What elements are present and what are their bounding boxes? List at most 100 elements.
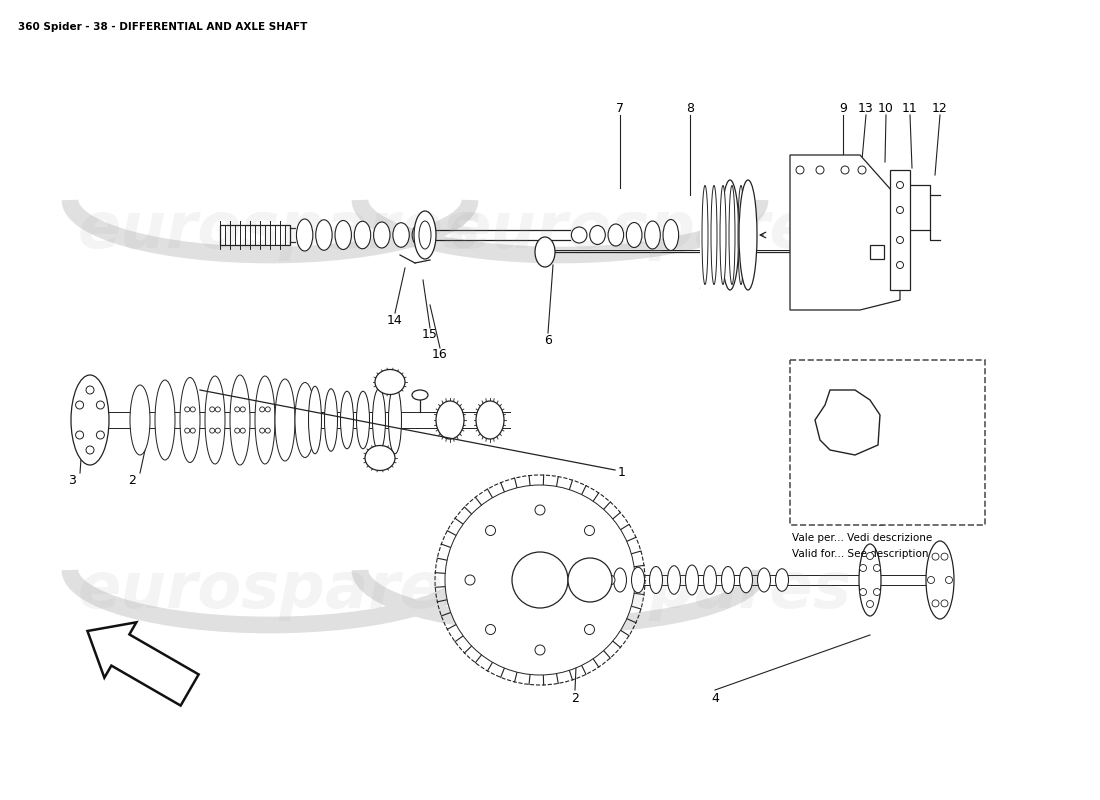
Circle shape <box>932 553 939 560</box>
Ellipse shape <box>631 567 645 593</box>
Ellipse shape <box>296 219 312 251</box>
Ellipse shape <box>776 569 789 591</box>
Circle shape <box>76 431 84 439</box>
Text: 12: 12 <box>932 102 948 114</box>
Text: 17: 17 <box>850 462 866 474</box>
Circle shape <box>465 575 475 585</box>
Ellipse shape <box>649 566 662 594</box>
Ellipse shape <box>316 220 332 250</box>
Circle shape <box>927 577 935 583</box>
Ellipse shape <box>365 446 395 470</box>
Circle shape <box>260 407 265 412</box>
Ellipse shape <box>412 223 429 246</box>
Ellipse shape <box>722 566 735 594</box>
Circle shape <box>873 589 880 595</box>
Text: 7: 7 <box>616 102 624 114</box>
Ellipse shape <box>663 219 679 250</box>
Bar <box>220 225 290 245</box>
Circle shape <box>605 575 615 585</box>
Text: 2: 2 <box>571 691 579 705</box>
Circle shape <box>234 428 240 433</box>
Circle shape <box>97 431 104 439</box>
Ellipse shape <box>255 376 275 464</box>
Text: eurospares: eurospares <box>448 559 852 621</box>
Ellipse shape <box>926 541 954 619</box>
Text: eurospares: eurospares <box>78 199 482 261</box>
Ellipse shape <box>419 221 431 249</box>
Text: 9: 9 <box>839 102 847 114</box>
Ellipse shape <box>275 379 295 461</box>
Text: 360 Spider - 38 - DIFFERENTIAL AND AXLE SHAFT: 360 Spider - 38 - DIFFERENTIAL AND AXLE … <box>18 22 307 32</box>
Ellipse shape <box>155 380 175 460</box>
Circle shape <box>859 589 867 595</box>
Ellipse shape <box>388 386 401 454</box>
Circle shape <box>240 428 245 433</box>
Ellipse shape <box>354 222 371 249</box>
Ellipse shape <box>590 226 605 245</box>
Circle shape <box>512 552 568 608</box>
Ellipse shape <box>738 186 744 285</box>
Ellipse shape <box>205 376 225 464</box>
Ellipse shape <box>739 180 757 290</box>
Circle shape <box>842 166 849 174</box>
Polygon shape <box>88 622 199 706</box>
Ellipse shape <box>414 211 436 259</box>
Circle shape <box>568 558 612 602</box>
Text: 8: 8 <box>686 102 694 114</box>
Circle shape <box>265 407 271 412</box>
Circle shape <box>946 577 953 583</box>
Circle shape <box>190 407 196 412</box>
Circle shape <box>584 526 594 535</box>
Bar <box>870 245 884 259</box>
Circle shape <box>97 401 104 409</box>
Ellipse shape <box>324 389 338 451</box>
Ellipse shape <box>308 386 321 454</box>
Circle shape <box>873 565 880 571</box>
Circle shape <box>896 182 903 189</box>
Ellipse shape <box>356 391 370 449</box>
Ellipse shape <box>341 391 353 449</box>
Text: 6: 6 <box>544 334 552 346</box>
Text: Valid for... See description: Valid for... See description <box>792 549 928 559</box>
Circle shape <box>260 428 265 433</box>
Circle shape <box>216 407 220 412</box>
Circle shape <box>896 206 903 214</box>
Ellipse shape <box>535 237 556 267</box>
Ellipse shape <box>704 566 716 594</box>
Circle shape <box>485 526 495 535</box>
Ellipse shape <box>336 221 351 250</box>
Text: 4: 4 <box>711 691 719 705</box>
Ellipse shape <box>72 375 109 465</box>
Circle shape <box>210 428 214 433</box>
Ellipse shape <box>180 378 200 462</box>
Circle shape <box>584 625 594 634</box>
Circle shape <box>867 601 873 607</box>
Circle shape <box>867 553 873 559</box>
Circle shape <box>796 166 804 174</box>
Ellipse shape <box>645 221 660 249</box>
Ellipse shape <box>859 544 881 616</box>
Circle shape <box>896 237 903 243</box>
Bar <box>890 170 910 290</box>
Circle shape <box>210 407 214 412</box>
Ellipse shape <box>608 224 624 246</box>
Circle shape <box>265 428 271 433</box>
Circle shape <box>816 166 824 174</box>
Ellipse shape <box>476 401 504 439</box>
Ellipse shape <box>373 389 385 451</box>
Circle shape <box>940 600 948 607</box>
Circle shape <box>535 505 544 515</box>
Ellipse shape <box>375 370 405 394</box>
Circle shape <box>446 485 635 675</box>
Circle shape <box>932 600 939 607</box>
Text: 3: 3 <box>68 474 76 486</box>
Text: 15: 15 <box>422 329 438 342</box>
Ellipse shape <box>614 568 627 592</box>
Ellipse shape <box>412 390 428 400</box>
Circle shape <box>485 625 495 634</box>
Ellipse shape <box>685 565 698 595</box>
Text: Vale per... Vedi descrizione: Vale per... Vedi descrizione <box>792 533 933 543</box>
Circle shape <box>86 446 94 454</box>
Ellipse shape <box>436 401 464 439</box>
Ellipse shape <box>758 568 770 592</box>
